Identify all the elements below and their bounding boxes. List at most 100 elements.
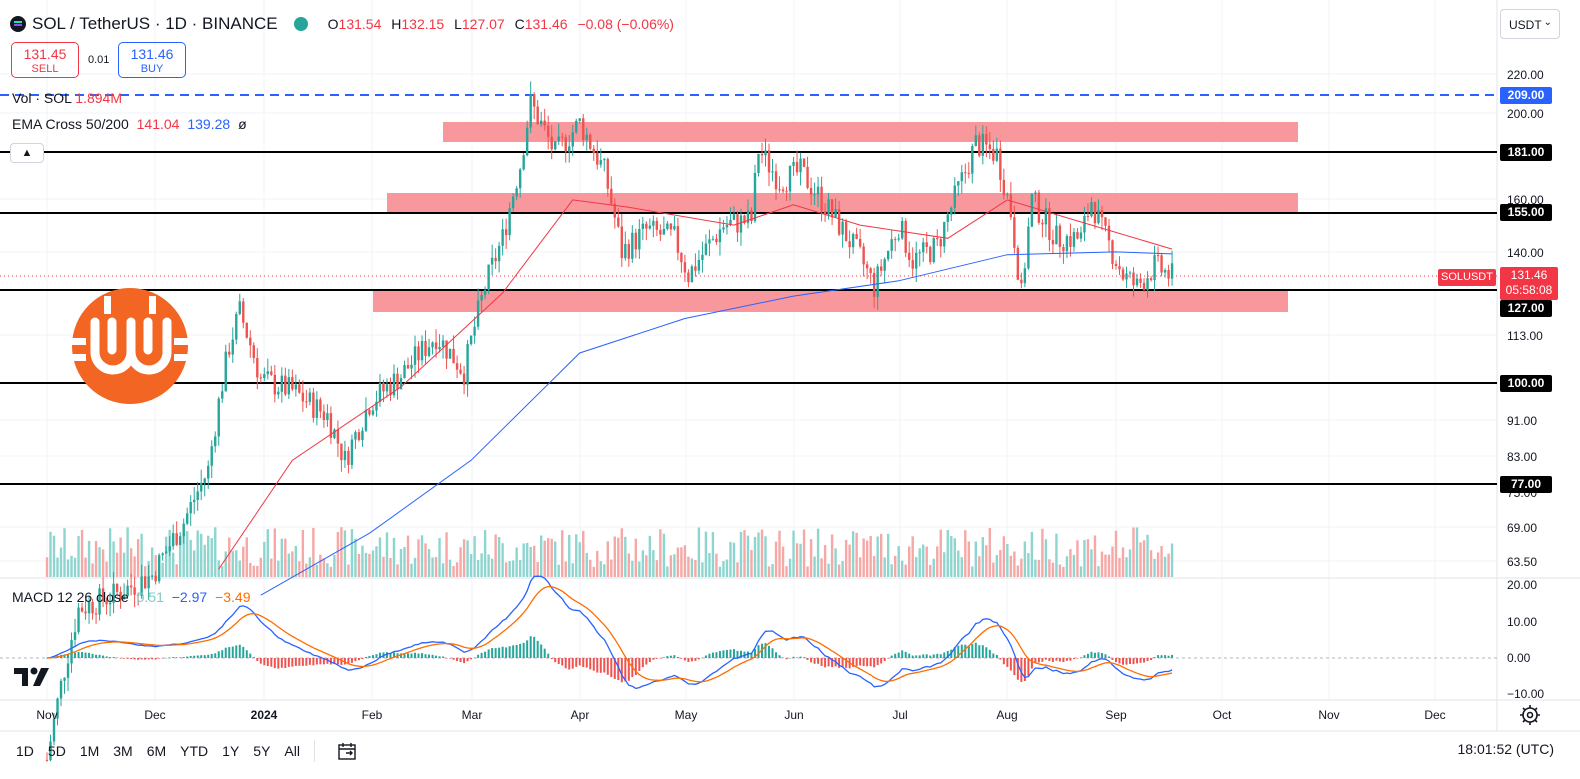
candle[interactable]	[417, 341, 420, 373]
candle[interactable]	[561, 132, 564, 147]
candle[interactable]	[308, 387, 312, 406]
candle[interactable]	[119, 586, 122, 609]
candle[interactable]	[336, 420, 340, 457]
ema-legend[interactable]: EMA Cross 50/200 141.04 139.28 ø	[12, 116, 247, 132]
candle[interactable]	[988, 131, 992, 160]
candle[interactable]	[690, 264, 694, 283]
candle[interactable]	[539, 111, 543, 127]
candle[interactable]	[610, 176, 613, 207]
candle[interactable]	[1020, 272, 1023, 289]
candle[interactable]	[715, 234, 718, 245]
candle[interactable]	[806, 156, 809, 190]
level-181-label[interactable]: 181.00	[1500, 144, 1552, 161]
candle[interactable]	[1034, 190, 1037, 202]
candle[interactable]	[886, 250, 890, 262]
candle[interactable]	[1037, 189, 1041, 225]
candle[interactable]	[939, 236, 942, 258]
candle[interactable]	[746, 199, 750, 229]
candle[interactable]	[564, 134, 567, 163]
candle[interactable]	[1167, 264, 1170, 287]
candle[interactable]	[504, 218, 508, 249]
candle[interactable]	[876, 263, 879, 310]
candle[interactable]	[354, 430, 357, 449]
candle[interactable]	[1135, 273, 1139, 288]
candle[interactable]	[129, 573, 133, 596]
candle[interactable]	[680, 252, 683, 273]
candle[interactable]	[676, 217, 680, 261]
candle[interactable]	[908, 241, 911, 268]
candle[interactable]	[781, 186, 785, 194]
candle[interactable]	[259, 373, 262, 383]
candle[interactable]	[112, 572, 115, 614]
candle[interactable]	[143, 575, 147, 590]
candle[interactable]	[284, 367, 287, 397]
candle[interactable]	[946, 212, 949, 232]
candle[interactable]	[270, 365, 273, 377]
candle[interactable]	[592, 145, 595, 161]
candle[interactable]	[753, 164, 757, 223]
candle[interactable]	[915, 241, 918, 283]
candle[interactable]	[1086, 203, 1090, 222]
candle[interactable]	[59, 678, 63, 707]
level-155-label[interactable]: 155.00	[1500, 204, 1552, 221]
candle[interactable]	[638, 219, 641, 259]
candle[interactable]	[1051, 229, 1055, 254]
candle[interactable]	[627, 239, 631, 267]
candle[interactable]	[799, 152, 802, 186]
timeframe-1y-button[interactable]: 1Y	[222, 743, 240, 759]
candle[interactable]	[893, 236, 897, 252]
zone-resistance-middle[interactable]	[387, 193, 1298, 213]
candle[interactable]	[950, 206, 953, 222]
candle[interactable]	[922, 237, 925, 262]
candle[interactable]	[662, 216, 666, 236]
candle[interactable]	[683, 254, 687, 282]
candle[interactable]	[501, 219, 504, 256]
candle[interactable]	[277, 386, 280, 399]
candle[interactable]	[1125, 266, 1128, 288]
candle[interactable]	[333, 428, 336, 440]
candle[interactable]	[1072, 227, 1076, 252]
candle[interactable]	[217, 396, 220, 446]
candle[interactable]	[140, 564, 143, 599]
candle[interactable]	[964, 163, 967, 184]
candle[interactable]	[1093, 201, 1097, 230]
candle[interactable]	[298, 379, 301, 394]
candle[interactable]	[883, 257, 886, 284]
candle[interactable]	[641, 216, 645, 241]
candle[interactable]	[624, 231, 627, 261]
candle[interactable]	[1030, 192, 1034, 228]
candle[interactable]	[732, 206, 736, 221]
candle[interactable]	[816, 176, 820, 208]
candle[interactable]	[497, 241, 501, 273]
buy-button[interactable]: 131.46 BUY	[118, 42, 186, 78]
candle[interactable]	[480, 291, 483, 312]
candle[interactable]	[1023, 262, 1027, 288]
candle[interactable]	[126, 579, 129, 598]
utc-clock[interactable]: 18:01:52 (UTC)	[1457, 741, 1554, 757]
candle[interactable]	[918, 249, 921, 267]
candle[interactable]	[550, 125, 553, 160]
candle[interactable]	[936, 229, 939, 247]
candle[interactable]	[554, 141, 557, 151]
candle[interactable]	[841, 218, 844, 248]
ema-50-line[interactable]	[218, 199, 1173, 570]
candle[interactable]	[207, 460, 210, 489]
candle[interactable]	[788, 165, 792, 201]
candle[interactable]	[105, 597, 108, 615]
candle[interactable]	[87, 596, 91, 624]
candle[interactable]	[1016, 245, 1020, 281]
candle[interactable]	[932, 236, 935, 264]
candle[interactable]	[1079, 226, 1083, 243]
candle[interactable]	[708, 229, 711, 257]
symbol-header[interactable]: SOL / TetherUS · 1D · BINANCE O131.54 H1…	[10, 14, 680, 34]
candle[interactable]	[704, 234, 708, 256]
candle[interactable]	[245, 322, 248, 339]
candle[interactable]	[543, 108, 546, 131]
candle[interactable]	[98, 583, 101, 621]
candle[interactable]	[844, 218, 848, 242]
candle[interactable]	[263, 367, 266, 382]
candle[interactable]	[1006, 192, 1009, 199]
candle[interactable]	[424, 330, 427, 364]
timeframe-5y-button[interactable]: 5Y	[253, 743, 271, 759]
candle[interactable]	[858, 228, 862, 249]
